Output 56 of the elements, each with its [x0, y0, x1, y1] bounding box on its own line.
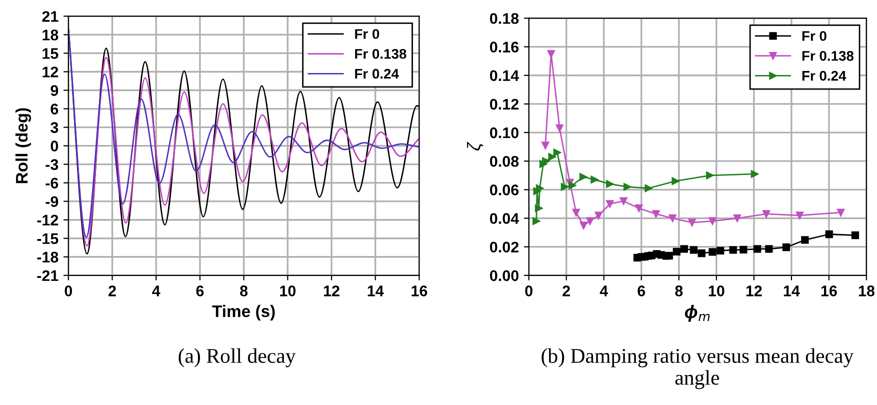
y-tick-label: -6 — [46, 178, 58, 189]
x-tick-label: 18 — [858, 286, 875, 296]
x-tick-label: 2 — [108, 286, 116, 296]
y-tick-label: 6 — [50, 104, 58, 114]
x-tick-label: 10 — [280, 286, 296, 296]
x-tick-label: 14 — [784, 286, 800, 296]
legend-label: Fr 0.24 — [802, 70, 846, 81]
y-tick-label: -9 — [46, 196, 58, 208]
y-tick-label: 0 — [50, 140, 58, 152]
y-tick-label: -12 — [37, 214, 58, 226]
legend-label: Fr 0.138 — [802, 50, 854, 61]
x-tick-label: 6 — [196, 286, 204, 296]
y-tick-label: 0.06 — [490, 184, 519, 196]
x-tick-label: 6 — [638, 286, 646, 296]
y-tick-label: 9 — [50, 85, 58, 96]
x-tick-label: 14 — [368, 286, 384, 296]
x-tick-label: 12 — [746, 286, 762, 296]
y-tick-label: -3 — [46, 159, 58, 170]
y-tick-label: -15 — [37, 233, 58, 244]
y-tick-label: 0.14 — [490, 70, 520, 82]
y-tick-label: 3 — [50, 122, 58, 133]
x-tick-label: 4 — [152, 286, 160, 296]
x-tick-label: 8 — [240, 286, 248, 296]
legend-label: Fr 0.138 — [355, 48, 406, 59]
x-tick-label: 2 — [562, 286, 570, 296]
x-tick-label: 16 — [412, 286, 428, 296]
x-tick-label: 0 — [64, 286, 72, 296]
y-tick-label: 0.00 — [490, 270, 518, 282]
x-tick-label: 10 — [708, 286, 724, 296]
text: (b) Damping ratio versus mean decay angle — [542, 348, 854, 390]
y-tick-label: 18 — [42, 30, 58, 40]
y-tick-label: 12 — [42, 66, 58, 78]
y-tick-label: 0.10 — [490, 127, 518, 138]
y-tick-label: 15 — [42, 48, 58, 59]
x-tick-label: 16 — [821, 286, 837, 296]
x-tick-label: 8 — [675, 286, 683, 296]
y-tick-label: 0.04 — [490, 213, 520, 224]
x-tick-label: 4 — [600, 286, 608, 296]
legend-label: Fr 0 — [802, 31, 826, 41]
y-tick-label: 0.12 — [490, 98, 518, 110]
y-axis-title: ζ — [466, 142, 484, 150]
y-tick-label: -21 — [37, 270, 58, 281]
y-tick-label: 0.02 — [490, 242, 518, 253]
y-tick-label: 21 — [42, 11, 58, 22]
legend-label: Fr 0 — [355, 29, 380, 39]
x-tick-label: 0 — [525, 286, 532, 296]
x-axis-title: Time (s) — [212, 304, 275, 320]
text: (a) Roll decay — [178, 348, 296, 368]
y-axis-title: Roll (deg) — [15, 108, 32, 184]
y-tick-label: -18 — [37, 252, 58, 263]
y-tick-label: 0.18 — [490, 13, 519, 24]
x-tick-label: 12 — [324, 286, 340, 296]
y-tick-label: 0.08 — [490, 156, 519, 167]
y-tick-label: 0.16 — [490, 42, 519, 52]
legend-label: Fr 0.24 — [355, 68, 399, 79]
x-axis-title: ϕ$_{m}$ — [684, 304, 710, 322]
